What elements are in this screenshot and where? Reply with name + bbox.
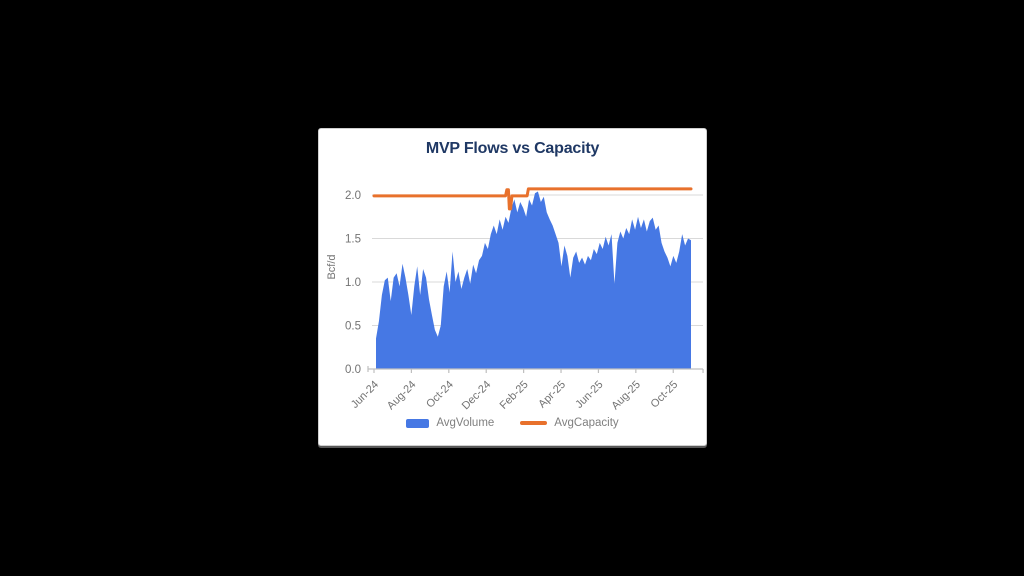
legend-label-avgcapacity: AvgCapacity [554,417,619,429]
avgcapacity-line-series [372,187,693,211]
chart-card: MVP Flows vs Capacity 0.0 0.5 1.0 1.5 2.0 Jun… [318,128,707,446]
avgvolume-area-series [376,191,691,369]
x-tick-label: Dec-24 [460,379,494,413]
x-tick-label: Jun-25 [573,379,605,411]
legend-item-avgvolume: AvgVolume [406,417,494,429]
chart-legend: AvgVolume AvgCapacity [319,417,706,429]
chart-plot: 0.0 0.5 1.0 1.5 2.0 Jun-24 Aug-24 Oct-24 Dec-24 F… [326,187,704,413]
x-tick-label: Oct-25 [649,379,681,411]
y-tick-label: 2.0 [345,190,361,202]
x-tick-label: Oct-24 [424,379,456,411]
y-tick-label: 0.5 [345,321,361,333]
x-tick-label: Apr-25 [536,379,568,411]
y-tick-label: 0.0 [345,364,361,376]
x-tick-label: Aug-25 [609,379,643,413]
legend-swatch-avgvolume [406,418,430,428]
legend-label-avgvolume: AvgVolume [436,417,495,429]
chart-title: MVP Flows vs Capacity [425,140,600,157]
y-axis-title: Bcf/d [326,254,338,279]
legend-item-avgcapacity: AvgCapacity [520,417,619,429]
x-tick-label: Aug-24 [385,379,419,413]
y-tick-label: 1.5 [345,234,361,246]
x-tick-label: Jun-24 [349,379,381,411]
y-tick-label: 1.0 [345,277,361,289]
legend-swatch-avgcapacity [520,421,548,425]
x-tick-label: Feb-25 [498,379,531,412]
